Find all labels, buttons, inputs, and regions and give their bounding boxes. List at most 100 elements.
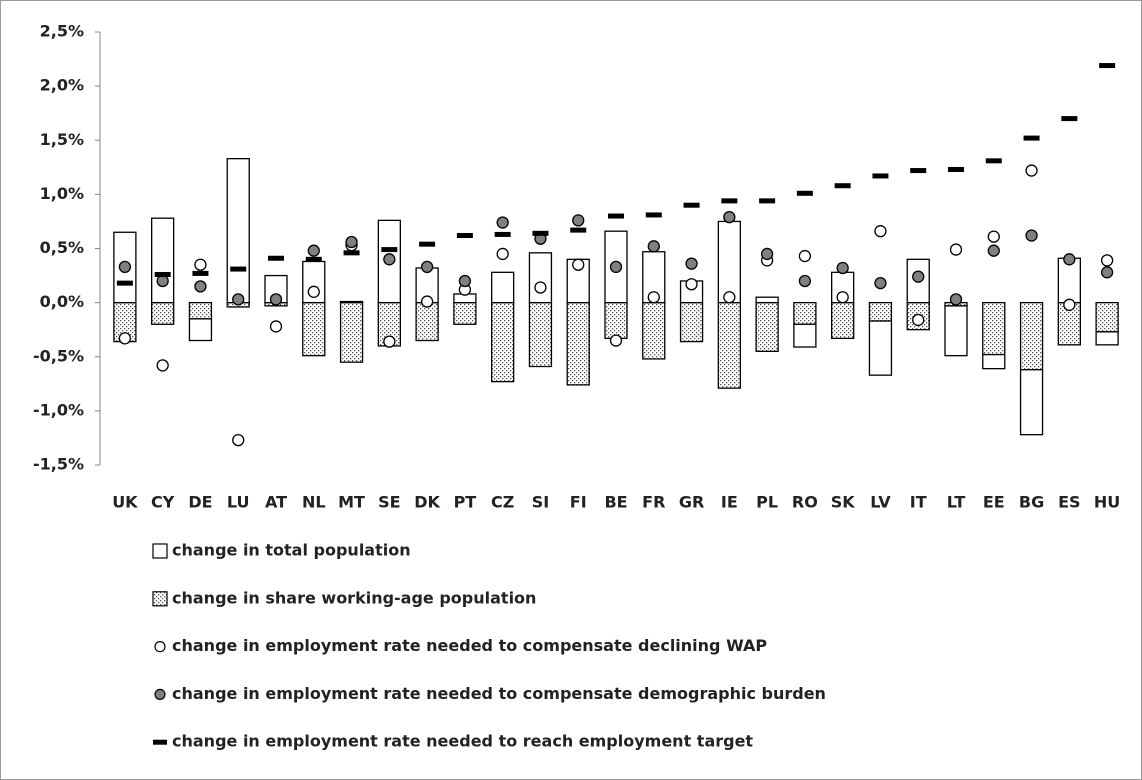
bar [1095, 331, 1119, 346]
marker [798, 274, 812, 288]
bar [339, 301, 364, 363]
marker [836, 261, 849, 275]
dash-marker [192, 270, 209, 276]
bar [415, 301, 439, 342]
bar [868, 301, 893, 322]
marker [383, 335, 396, 348]
dash-marker [759, 198, 776, 204]
marker [912, 270, 925, 283]
bar [642, 301, 666, 360]
marker [949, 293, 963, 306]
marker [496, 216, 509, 229]
legend-swatch [154, 688, 166, 701]
marker [572, 258, 585, 271]
legend-label: change in employment rate needed to comp… [172, 636, 767, 655]
bar [944, 305, 968, 357]
dash-marker [1023, 135, 1040, 141]
marker [685, 278, 698, 291]
marker [912, 313, 925, 327]
x-tick-label: DK [414, 493, 440, 512]
dash-marker [721, 198, 738, 204]
x-tick-label: UK [112, 493, 138, 512]
marker [156, 359, 169, 372]
dash-marker [645, 212, 662, 218]
dash-marker [268, 255, 284, 261]
x-tick-label: FR [642, 493, 665, 512]
bar [679, 301, 704, 343]
x-tick-label: LV [870, 493, 891, 512]
marker [232, 293, 245, 306]
y-tick-label: -0,5% [33, 346, 84, 365]
legend-label: change in share working-age population [172, 588, 536, 607]
x-tick-label: CZ [491, 493, 514, 512]
dash-marker [570, 227, 587, 233]
y-tick-label: 2,5% [40, 22, 84, 41]
y-tick-label: -1,0% [33, 400, 84, 419]
x-tick-label: BE [604, 493, 627, 512]
marker [420, 260, 434, 274]
marker [1100, 266, 1114, 279]
y-tick-label: -1,5% [33, 455, 84, 474]
marker [269, 320, 283, 333]
y-tick-label: 1,5% [40, 130, 84, 149]
x-tick-label: IE [721, 493, 738, 512]
marker [1025, 229, 1038, 242]
marker [685, 257, 698, 270]
x-tick-label: LU [227, 493, 250, 512]
marker [987, 244, 1000, 257]
bar [717, 301, 741, 389]
y-tick-label: 0,5% [40, 238, 84, 257]
bar [566, 301, 590, 386]
dash-marker [796, 190, 813, 196]
marker [420, 295, 434, 308]
marker [345, 235, 358, 249]
dash-marker [456, 233, 473, 239]
x-tick-label: FI [570, 493, 587, 512]
legend-label: change in employment rate needed to comp… [172, 684, 826, 703]
dash-marker [683, 202, 700, 208]
marker [723, 210, 736, 224]
dash-marker [381, 247, 398, 253]
bar [755, 301, 779, 352]
dash-marker [305, 256, 322, 262]
bar [302, 301, 326, 357]
x-tick-label: DE [188, 493, 212, 512]
bar [491, 301, 515, 383]
bar [339, 300, 364, 304]
dash-marker [230, 266, 247, 272]
x-tick-label: NL [302, 493, 326, 512]
bar [1019, 301, 1044, 371]
marker [760, 247, 774, 261]
marker [118, 332, 132, 345]
dash-marker [154, 271, 171, 277]
bar [453, 301, 477, 325]
x-tick-label: EE [983, 493, 1005, 512]
marker [798, 249, 812, 263]
marker [118, 260, 132, 274]
marker [269, 293, 283, 306]
marker [194, 258, 207, 271]
dash-marker [116, 280, 133, 286]
bar [793, 301, 817, 325]
x-tick-label: PL [756, 493, 778, 512]
marker [496, 247, 509, 261]
x-tick-label: AT [265, 493, 287, 512]
marker [194, 280, 207, 293]
bar [1095, 301, 1119, 333]
dash-marker [532, 230, 549, 236]
legend-swatch [154, 640, 166, 653]
legend-label: change in total population [172, 541, 411, 560]
marker [647, 240, 660, 253]
marker [383, 253, 396, 266]
dash-marker [872, 173, 889, 179]
marker [949, 243, 963, 256]
marker [572, 214, 585, 227]
x-tick-label: ES [1058, 493, 1080, 512]
bar [831, 301, 855, 339]
y-tick-label: 2,0% [40, 76, 84, 95]
x-tick-label: IT [910, 493, 927, 512]
dash-marker [343, 250, 360, 256]
bar [604, 301, 628, 339]
y-tick-label: 0,0% [40, 292, 84, 311]
